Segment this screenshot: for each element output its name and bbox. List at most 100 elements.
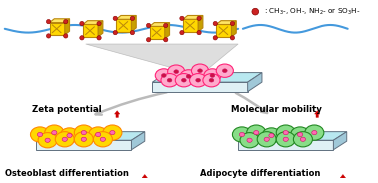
- Polygon shape: [183, 16, 203, 19]
- Ellipse shape: [31, 127, 50, 142]
- Ellipse shape: [97, 36, 101, 40]
- Polygon shape: [216, 21, 236, 25]
- Ellipse shape: [240, 133, 259, 148]
- Ellipse shape: [291, 127, 310, 142]
- Ellipse shape: [146, 38, 151, 42]
- Ellipse shape: [93, 132, 112, 147]
- Polygon shape: [231, 21, 236, 37]
- Ellipse shape: [222, 69, 227, 72]
- Ellipse shape: [45, 125, 64, 140]
- Ellipse shape: [264, 137, 270, 141]
- Text: : CH$_3$-, OH-, NH$_2$- or SO$_3$H-: : CH$_3$-, OH-, NH$_2$- or SO$_3$H-: [264, 7, 361, 17]
- Ellipse shape: [283, 130, 288, 135]
- Ellipse shape: [46, 20, 51, 24]
- Ellipse shape: [305, 125, 324, 140]
- Ellipse shape: [161, 74, 178, 87]
- Ellipse shape: [113, 31, 118, 35]
- Polygon shape: [150, 23, 170, 26]
- Ellipse shape: [252, 8, 259, 15]
- Ellipse shape: [100, 137, 105, 141]
- Ellipse shape: [197, 31, 201, 35]
- Ellipse shape: [161, 74, 166, 77]
- Ellipse shape: [168, 65, 185, 78]
- Ellipse shape: [213, 36, 217, 40]
- Ellipse shape: [257, 132, 276, 147]
- Polygon shape: [132, 132, 145, 150]
- Ellipse shape: [38, 133, 57, 148]
- Ellipse shape: [67, 133, 72, 138]
- Ellipse shape: [164, 38, 168, 42]
- Polygon shape: [183, 19, 198, 32]
- Ellipse shape: [103, 125, 122, 140]
- Ellipse shape: [230, 21, 235, 26]
- Polygon shape: [36, 132, 145, 140]
- Ellipse shape: [88, 127, 108, 142]
- Ellipse shape: [203, 74, 220, 87]
- Polygon shape: [116, 16, 136, 19]
- Polygon shape: [238, 132, 347, 140]
- Ellipse shape: [269, 133, 274, 138]
- Ellipse shape: [232, 127, 251, 142]
- Polygon shape: [216, 25, 231, 37]
- Ellipse shape: [97, 21, 101, 26]
- Ellipse shape: [239, 132, 245, 137]
- Ellipse shape: [197, 16, 201, 20]
- Ellipse shape: [180, 16, 184, 20]
- Ellipse shape: [60, 128, 79, 143]
- Ellipse shape: [192, 64, 209, 77]
- Ellipse shape: [209, 78, 214, 82]
- Ellipse shape: [55, 132, 74, 147]
- Ellipse shape: [37, 132, 43, 137]
- Polygon shape: [248, 73, 262, 92]
- Ellipse shape: [297, 132, 303, 137]
- Ellipse shape: [247, 125, 266, 140]
- Ellipse shape: [146, 23, 151, 28]
- Ellipse shape: [300, 137, 305, 141]
- Ellipse shape: [181, 78, 186, 82]
- Polygon shape: [132, 16, 136, 32]
- Ellipse shape: [80, 36, 84, 40]
- Ellipse shape: [164, 23, 168, 28]
- Polygon shape: [83, 25, 98, 37]
- Polygon shape: [238, 140, 333, 150]
- Polygon shape: [198, 16, 203, 32]
- Ellipse shape: [96, 132, 101, 137]
- FancyArrow shape: [115, 111, 120, 117]
- Text: Osteoblast differentiation: Osteoblast differentiation: [5, 169, 129, 178]
- Ellipse shape: [180, 31, 184, 35]
- Polygon shape: [116, 19, 132, 32]
- Ellipse shape: [189, 74, 207, 87]
- FancyArrow shape: [142, 175, 147, 181]
- Polygon shape: [98, 21, 103, 37]
- Ellipse shape: [174, 70, 178, 74]
- Ellipse shape: [186, 75, 191, 78]
- Polygon shape: [165, 23, 170, 39]
- Ellipse shape: [52, 130, 57, 135]
- FancyArrow shape: [314, 111, 320, 117]
- Polygon shape: [152, 82, 248, 92]
- Ellipse shape: [81, 137, 87, 141]
- Ellipse shape: [204, 69, 221, 82]
- Ellipse shape: [167, 78, 172, 82]
- Ellipse shape: [283, 137, 288, 141]
- Ellipse shape: [196, 78, 200, 82]
- Ellipse shape: [230, 36, 235, 40]
- Text: Adipocyte differentiation: Adipocyte differentiation: [200, 169, 321, 178]
- Ellipse shape: [155, 69, 172, 82]
- Polygon shape: [86, 44, 238, 75]
- Ellipse shape: [130, 16, 135, 20]
- Ellipse shape: [213, 21, 217, 26]
- Ellipse shape: [80, 21, 84, 26]
- Ellipse shape: [81, 130, 87, 135]
- Polygon shape: [50, 19, 70, 23]
- Ellipse shape: [110, 130, 115, 135]
- Ellipse shape: [46, 34, 51, 38]
- Ellipse shape: [64, 20, 68, 24]
- Ellipse shape: [216, 64, 233, 77]
- Ellipse shape: [175, 74, 192, 87]
- Ellipse shape: [64, 34, 68, 38]
- Text: Zeta potential: Zeta potential: [33, 105, 102, 114]
- Ellipse shape: [276, 125, 295, 140]
- Ellipse shape: [62, 137, 67, 141]
- Ellipse shape: [293, 132, 313, 147]
